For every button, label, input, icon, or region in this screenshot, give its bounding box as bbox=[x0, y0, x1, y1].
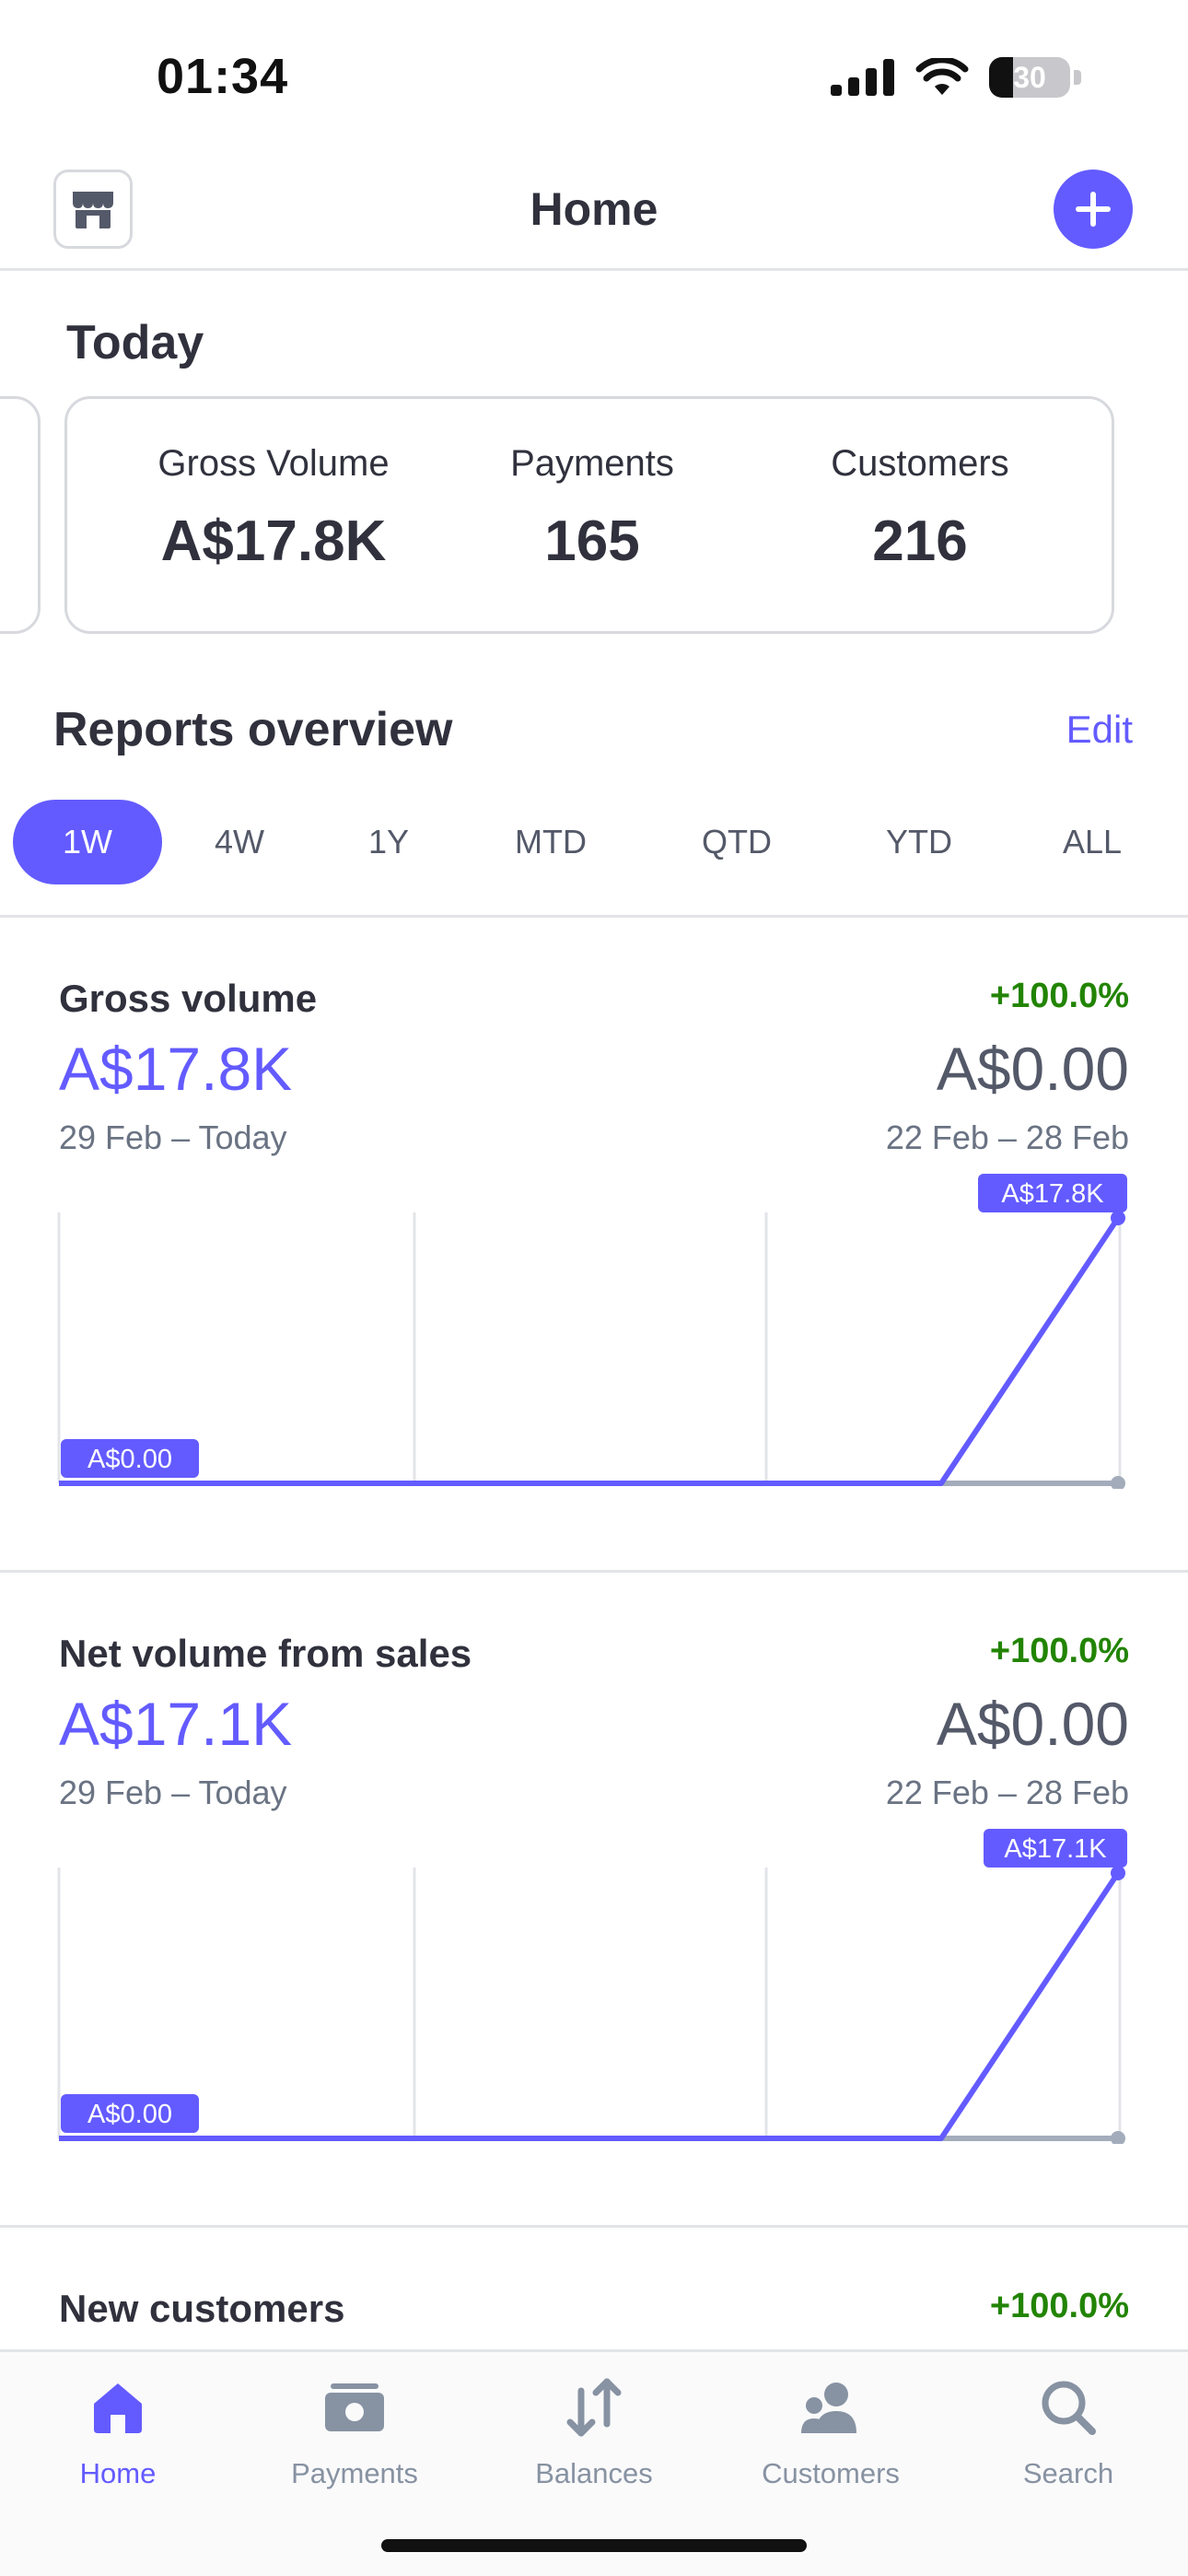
today-stats-card[interactable]: Gross Volume A$17.8K Payments 165 Custom… bbox=[64, 396, 1114, 634]
battery-icon: 30 bbox=[989, 57, 1070, 98]
metric-date-range: 29 Feb – Today bbox=[59, 1774, 287, 1811]
metric-gross-volume[interactable]: Gross volume +100.0% A$17.8K A$0.00 29 F… bbox=[0, 918, 1188, 1570]
battery-fill bbox=[989, 57, 1014, 98]
chart-previous-end-point bbox=[1111, 2131, 1125, 2144]
stat-value: A$17.8K bbox=[160, 509, 387, 573]
stat-payments: Payments 165 bbox=[426, 443, 758, 574]
metric-name: New customers bbox=[59, 2287, 345, 2330]
tab-balances[interactable]: Balances bbox=[493, 2371, 695, 2490]
chart-start-label-bg bbox=[61, 2094, 199, 2133]
chart-start-label: A$0.00 bbox=[87, 1445, 172, 1474]
chart-end-label: A$17.8K bbox=[1001, 1179, 1104, 1209]
tab-customers[interactable]: Customers bbox=[729, 2371, 932, 2490]
status-time: 01:34 bbox=[157, 49, 289, 104]
payments-icon bbox=[325, 2383, 384, 2431]
metric-value: A$17.8K bbox=[59, 1035, 293, 1103]
stat-value: 216 bbox=[872, 509, 968, 573]
metric-chart: A$0.00 A$17.1K bbox=[57, 1829, 1127, 2144]
range-tab-1y[interactable]: 1Y bbox=[367, 823, 410, 861]
home-indicator bbox=[381, 2539, 807, 2552]
cellular-signal-icon bbox=[831, 59, 894, 96]
metric-change: +100.0% bbox=[989, 1632, 1129, 1670]
metric-change: +100.0% bbox=[989, 977, 1129, 1015]
stat-label: Gross Volume bbox=[157, 443, 390, 484]
chart-start-label-bg bbox=[61, 1439, 199, 1478]
metric-value: A$17.1K bbox=[59, 1690, 293, 1758]
range-tab-all[interactable]: ALL bbox=[1062, 823, 1123, 861]
metric-net-volume[interactable]: Net volume from sales +100.0% A$17.1K A$… bbox=[0, 1573, 1188, 2225]
chart-previous-end-point bbox=[1111, 1476, 1125, 1489]
metric-date-range: 29 Feb – Today bbox=[59, 1118, 287, 1156]
tab-home[interactable]: Home bbox=[17, 2371, 219, 2490]
divider bbox=[0, 1570, 1188, 1573]
metric-previous-date-range: 22 Feb – 28 Feb bbox=[885, 1118, 1129, 1156]
tab-label: Search bbox=[1022, 2457, 1114, 2489]
chart-end-label: A$17.1K bbox=[1004, 1834, 1107, 1864]
stat-label: Customers bbox=[831, 443, 1009, 484]
metric-previous-value: A$0.00 bbox=[936, 1035, 1129, 1103]
divider bbox=[0, 2225, 1188, 2228]
metric-name: Net volume from sales bbox=[59, 1632, 472, 1675]
chart-current-period-line bbox=[59, 1216, 1121, 1486]
page-title: Home bbox=[530, 183, 658, 235]
today-title: Today bbox=[66, 316, 204, 369]
chart-current-end-point bbox=[1111, 1866, 1125, 1880]
tab-label: Balances bbox=[535, 2457, 653, 2489]
wifi-icon bbox=[915, 58, 969, 95]
customers-icon bbox=[801, 2383, 856, 2433]
chart-current-period-line bbox=[59, 1871, 1121, 2141]
navbar: Home bbox=[0, 157, 1188, 271]
store-icon bbox=[73, 192, 113, 228]
chart-start-label: A$0.00 bbox=[87, 2100, 172, 2129]
battery-cap bbox=[1074, 70, 1081, 85]
plus-icon bbox=[1076, 192, 1111, 227]
range-tabs: 1W 4W 1Y MTD QTD YTD ALL bbox=[0, 800, 1188, 918]
range-tab-4w[interactable]: 4W bbox=[215, 823, 264, 861]
stat-label: Payments bbox=[510, 443, 674, 484]
reports-title: Reports overview bbox=[53, 703, 453, 756]
stat-customers: Customers 216 bbox=[754, 443, 1086, 574]
range-tab-ytd[interactable]: YTD bbox=[886, 823, 952, 861]
balances-icon bbox=[566, 2378, 622, 2437]
metric-name: Gross volume bbox=[59, 977, 318, 1020]
metric-previous-date-range: 22 Feb – 28 Feb bbox=[885, 1774, 1129, 1811]
stat-value: 165 bbox=[544, 509, 640, 573]
store-button[interactable] bbox=[53, 170, 133, 249]
stat-gross-volume: Gross Volume A$17.8K bbox=[108, 443, 439, 574]
status-bar: 01:34 30 bbox=[0, 0, 1188, 157]
tab-search[interactable]: Search bbox=[967, 2371, 1170, 2490]
chart-current-end-point bbox=[1111, 1211, 1125, 1225]
tab-bar: Home Payments Balances bbox=[0, 2349, 1188, 2576]
edit-button[interactable]: Edit bbox=[1066, 708, 1133, 751]
status-icons: 30 bbox=[831, 57, 1081, 98]
range-tab-qtd[interactable]: QTD bbox=[702, 823, 772, 861]
search-icon bbox=[1042, 2381, 1096, 2435]
tab-label: Customers bbox=[762, 2457, 900, 2489]
metric-new-customers[interactable]: New customers +100.0% bbox=[0, 2228, 1188, 2349]
range-tab-1w[interactable]: 1W bbox=[13, 800, 162, 884]
metric-change: +100.0% bbox=[989, 2287, 1129, 2325]
previous-stats-card[interactable] bbox=[0, 396, 41, 634]
chart-end-label-bg bbox=[984, 1829, 1127, 1868]
tab-label: Payments bbox=[291, 2457, 418, 2489]
range-tab-mtd[interactable]: MTD bbox=[515, 823, 587, 861]
metric-chart: A$0.00 A$17.8K bbox=[57, 1174, 1127, 1489]
battery-level: 30 bbox=[1013, 61, 1046, 94]
tab-payments[interactable]: Payments bbox=[253, 2371, 456, 2490]
home-icon bbox=[94, 2383, 142, 2433]
metric-previous-value: A$0.00 bbox=[936, 1690, 1129, 1758]
tab-label: Home bbox=[79, 2457, 157, 2489]
add-button[interactable] bbox=[1054, 170, 1133, 249]
chart-end-label-bg bbox=[978, 1174, 1127, 1212]
